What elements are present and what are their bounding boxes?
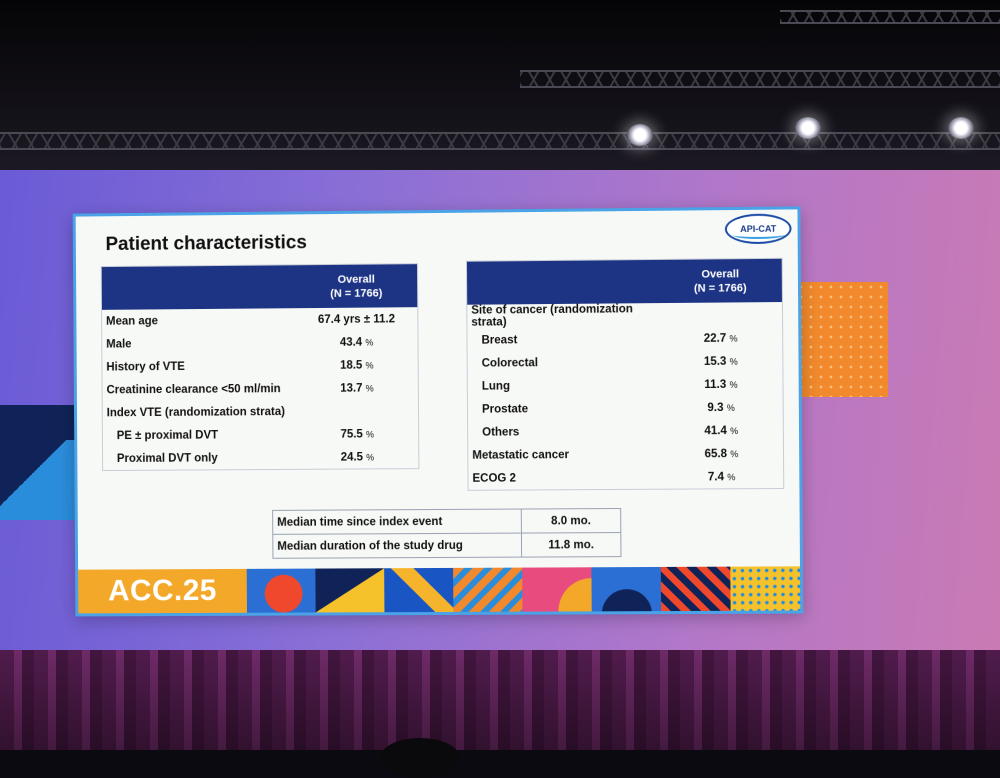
slide-title: Patient characteristics bbox=[105, 232, 306, 256]
banner-pattern-tile bbox=[730, 566, 800, 611]
row-label: Median duration of the study drug bbox=[273, 533, 522, 558]
spotlight bbox=[948, 117, 974, 139]
patient-characteristics-table-left: Overall (N = 1766) Mean age 67.4 yrs ± 1… bbox=[101, 263, 420, 471]
row-value: 8.0 mo. bbox=[521, 508, 621, 533]
row-label: Prostate bbox=[467, 396, 659, 420]
stage-curtain bbox=[0, 650, 1000, 750]
banner-pattern-tile bbox=[661, 567, 731, 611]
table-header-overall: Overall (N = 1766) bbox=[295, 264, 417, 309]
banner-pattern-tile bbox=[591, 567, 661, 611]
table-row: Metastatic cancer 65.8 % bbox=[468, 442, 784, 467]
row-label: Metastatic cancer bbox=[468, 443, 660, 467]
row-value: 41.4 % bbox=[660, 419, 784, 443]
banner-pattern-tile bbox=[315, 568, 384, 612]
spotlight bbox=[795, 117, 821, 139]
table-row: Prostate 9.3 % bbox=[467, 396, 783, 421]
row-value: 43.4 % bbox=[296, 330, 418, 354]
row-label: Median time since index event bbox=[273, 509, 522, 534]
table-row: Breast 22.7 % bbox=[467, 326, 783, 352]
lighting-truss bbox=[780, 10, 1000, 24]
row-label: Breast bbox=[467, 327, 659, 352]
table-row: Median time since index event 8.0 mo. bbox=[273, 508, 621, 534]
table-row: Colorectal 15.3 % bbox=[467, 349, 783, 375]
table-header-blank bbox=[101, 265, 295, 310]
banner-pattern-tile bbox=[247, 569, 316, 613]
banner-pattern-tile bbox=[384, 568, 453, 612]
row-label: PE ± proximal DVT bbox=[102, 423, 296, 447]
table-row: History of VTE 18.5 % bbox=[102, 353, 418, 378]
logo-swoosh-icon bbox=[733, 231, 786, 240]
row-value: 24.5 % bbox=[297, 445, 419, 469]
row-value: 7.4 % bbox=[660, 465, 784, 489]
table-row: Creatinine clearance <50 ml/min 13.7 % bbox=[102, 376, 418, 401]
row-value: 13.7 % bbox=[296, 376, 418, 400]
table-row: PE ± proximal DVT 75.5 % bbox=[102, 422, 418, 447]
table-row: Site of cancer (randomization strata) bbox=[467, 302, 783, 329]
row-label: Lung bbox=[467, 373, 659, 397]
audience-head-silhouette bbox=[380, 738, 460, 778]
table-row: Proximal DVT only 24.5 % bbox=[102, 445, 418, 470]
table-row: Lung 11.3 % bbox=[467, 372, 783, 397]
row-value: 18.5 % bbox=[296, 353, 418, 377]
row-value: 15.3 % bbox=[659, 349, 783, 373]
row-label: Colorectal bbox=[467, 350, 659, 375]
patient-characteristics-table-right: Overall (N = 1766) Site of cancer (rando… bbox=[466, 258, 784, 491]
row-value: 22.7 % bbox=[659, 326, 783, 350]
table-row: Mean age 67.4 yrs ± 11.2 bbox=[102, 307, 418, 333]
row-value: 75.5 % bbox=[296, 422, 418, 446]
table-row: Median duration of the study drug 11.8 m… bbox=[273, 533, 621, 559]
table-row: Index VTE (randomization strata) bbox=[102, 399, 418, 424]
table-header-overall: Overall (N = 1766) bbox=[659, 258, 783, 303]
spotlight bbox=[627, 124, 653, 146]
row-label: ECOG 2 bbox=[468, 466, 660, 491]
banner-pattern-tile bbox=[453, 568, 522, 612]
row-value: 9.3 % bbox=[660, 396, 784, 420]
projected-slide: Patient characteristics API-CAT Overall … bbox=[73, 206, 804, 616]
venue-ceiling bbox=[0, 0, 1000, 170]
row-label: Creatinine clearance <50 ml/min bbox=[102, 377, 296, 401]
table-row: Male 43.4 % bbox=[102, 330, 418, 355]
lighting-truss bbox=[0, 132, 1000, 150]
banner-pattern-tile bbox=[522, 567, 592, 611]
median-times-table: Median time since index event 8.0 mo. Me… bbox=[272, 508, 621, 559]
row-label: Mean age bbox=[102, 308, 296, 333]
row-value: 11.8 mo. bbox=[521, 533, 621, 558]
row-label: Proximal DVT only bbox=[102, 446, 296, 471]
backdrop-decoration bbox=[796, 282, 888, 397]
lighting-truss bbox=[520, 70, 1000, 88]
row-value: 65.8 % bbox=[660, 442, 784, 466]
row-label: History of VTE bbox=[102, 354, 296, 378]
row-label: Male bbox=[102, 331, 296, 355]
row-value: 11.3 % bbox=[659, 372, 783, 396]
api-cat-logo: API-CAT bbox=[725, 213, 792, 244]
row-label: Index VTE (randomization strata) bbox=[102, 400, 296, 424]
acc25-wordmark: ACC.25 bbox=[78, 569, 247, 614]
row-value bbox=[659, 302, 783, 327]
backdrop-decoration bbox=[0, 440, 85, 520]
row-value: 67.4 yrs ± 11.2 bbox=[296, 307, 418, 331]
table-row: Others 41.4 % bbox=[468, 419, 784, 444]
table-row: ECOG 2 7.4 % bbox=[468, 465, 784, 490]
table-header-blank bbox=[466, 259, 658, 304]
conference-banner: ACC.25 bbox=[78, 566, 800, 613]
row-label: Site of cancer (randomization strata) bbox=[467, 303, 659, 329]
row-value bbox=[296, 399, 418, 423]
row-label: Others bbox=[468, 419, 660, 443]
